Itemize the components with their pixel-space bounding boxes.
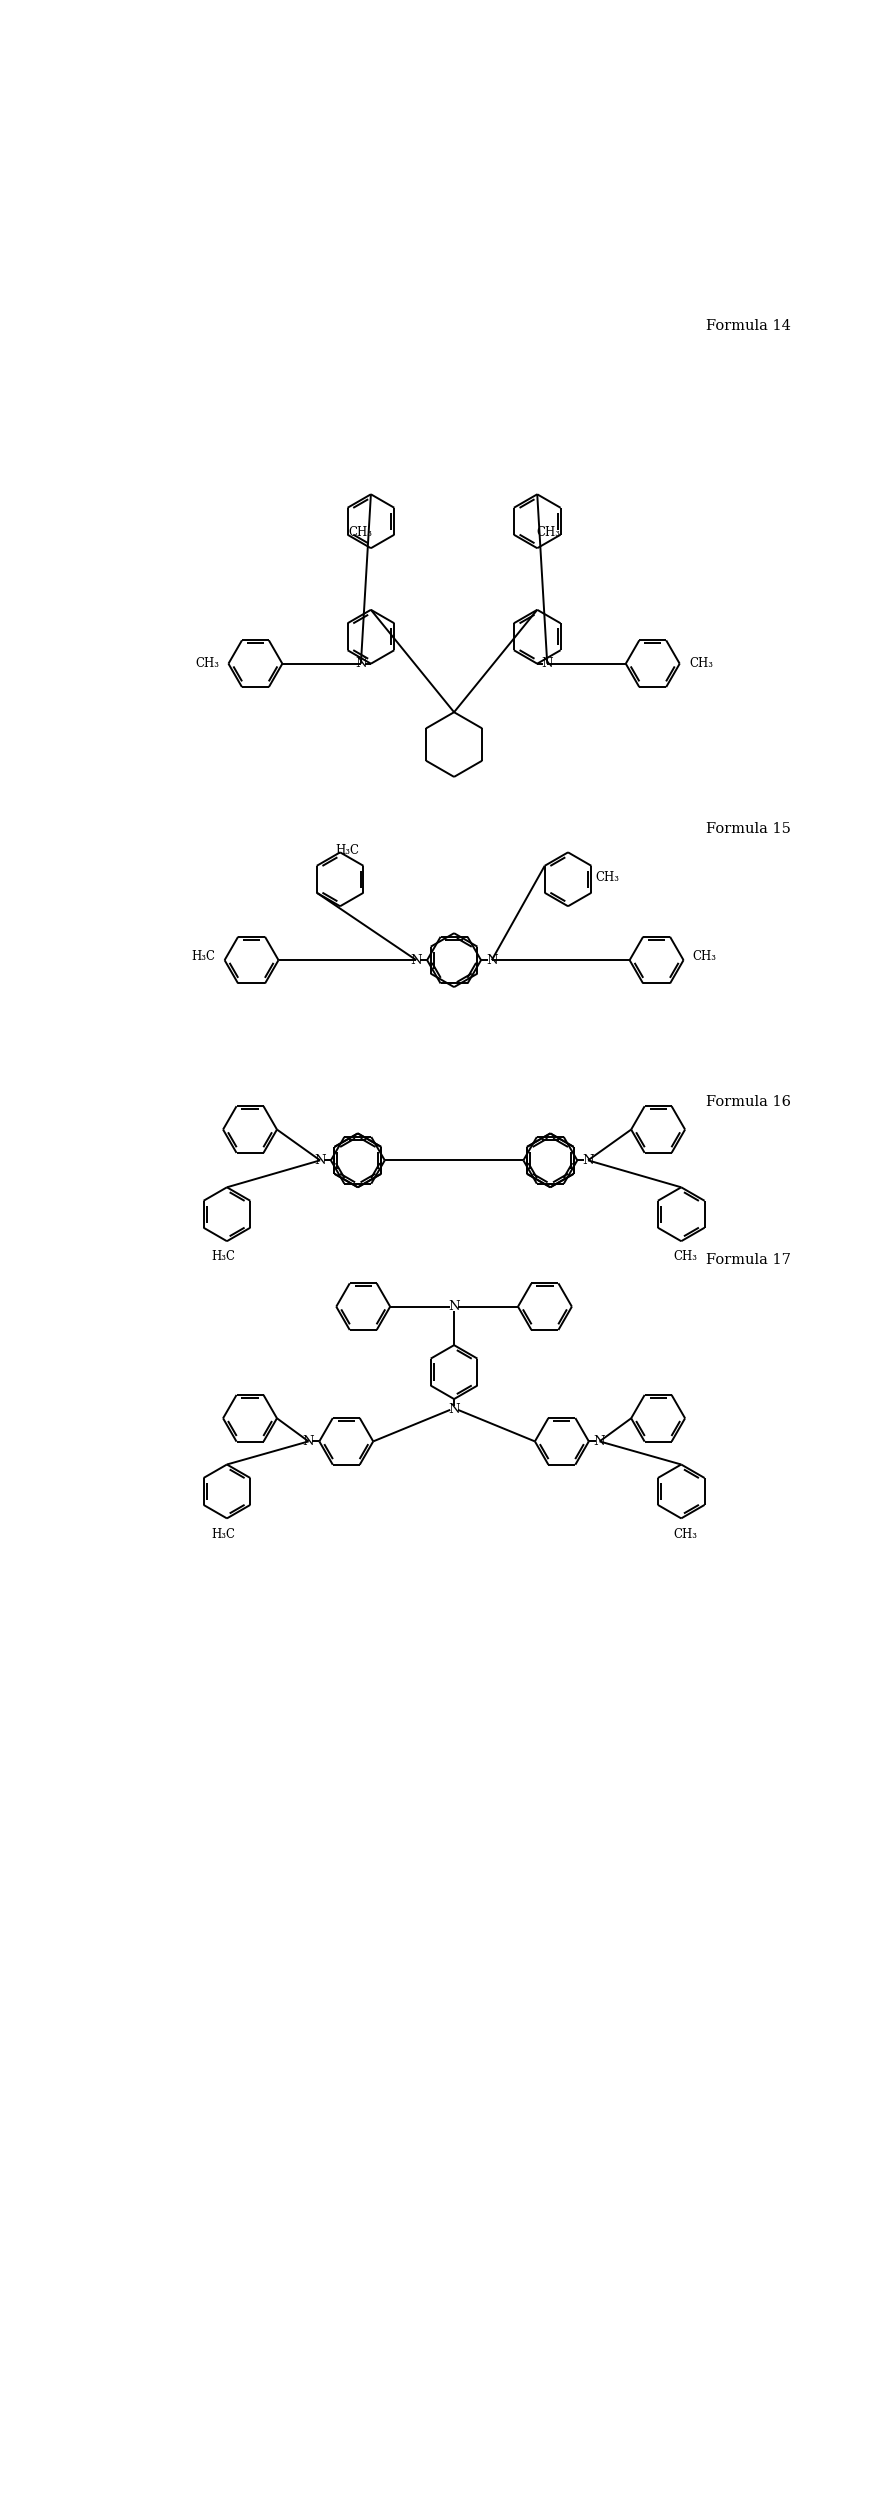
Text: N: N <box>410 953 422 966</box>
Text: CH₃: CH₃ <box>673 1527 697 1542</box>
Text: N: N <box>448 1300 460 1313</box>
Text: N: N <box>448 1403 460 1416</box>
Text: N: N <box>582 1154 594 1167</box>
Text: H₃C: H₃C <box>336 843 360 858</box>
Text: N: N <box>486 953 498 966</box>
Text: CH₃: CH₃ <box>595 870 619 883</box>
Text: CH₃: CH₃ <box>673 1250 697 1263</box>
Text: Formula 15: Formula 15 <box>706 822 790 835</box>
Text: CH₃: CH₃ <box>348 526 372 538</box>
Text: H₃C: H₃C <box>211 1250 235 1263</box>
Text: N: N <box>315 1154 326 1167</box>
Text: Formula 14: Formula 14 <box>706 319 790 332</box>
Text: CH₃: CH₃ <box>536 526 560 538</box>
Text: CH₃: CH₃ <box>195 656 219 669</box>
Text: Formula 16: Formula 16 <box>706 1094 791 1109</box>
Text: N: N <box>303 1436 315 1449</box>
Text: H₃C: H₃C <box>191 951 215 963</box>
Text: Formula 17: Formula 17 <box>706 1252 790 1268</box>
Text: CH₃: CH₃ <box>693 951 717 963</box>
Text: N: N <box>594 1436 605 1449</box>
Text: H₃C: H₃C <box>211 1527 235 1542</box>
Text: N: N <box>355 656 367 669</box>
Text: CH₃: CH₃ <box>689 656 713 669</box>
Text: N: N <box>541 656 553 669</box>
